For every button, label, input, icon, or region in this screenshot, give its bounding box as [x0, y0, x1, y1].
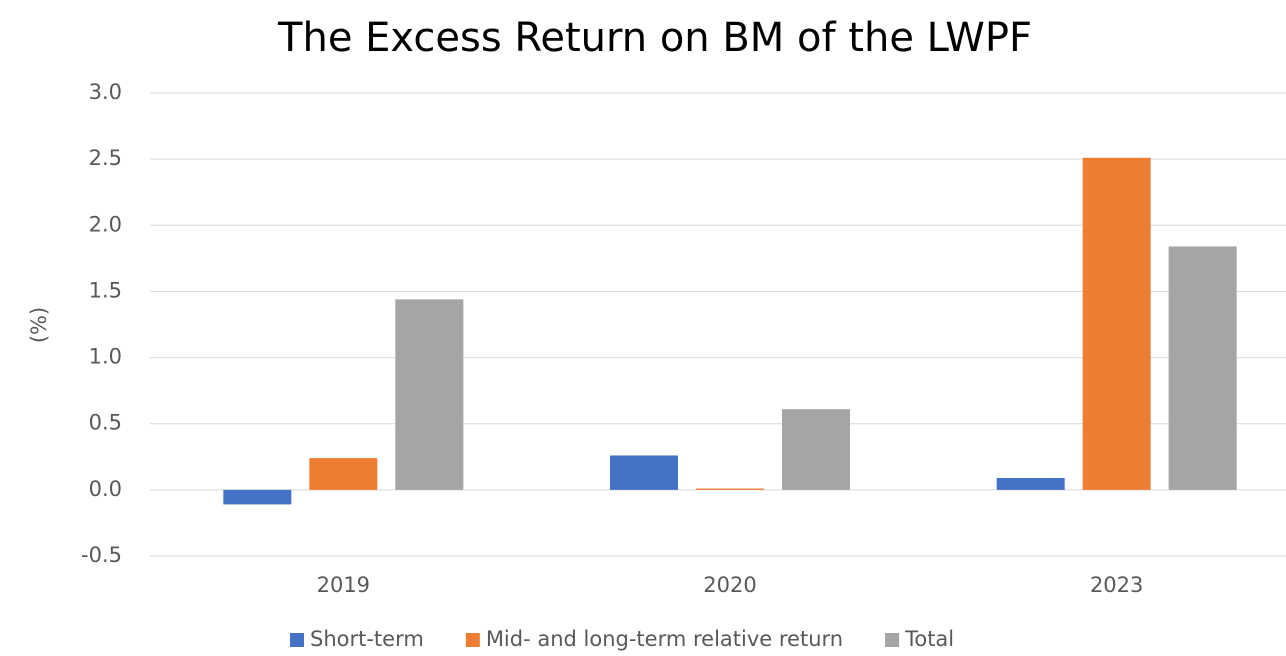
legend-swatch — [290, 633, 304, 647]
legend-label: Short-term — [310, 627, 424, 651]
chart-title: The Excess Return on BM of the LWPF — [277, 15, 1032, 61]
bar — [1082, 157, 1151, 490]
x-tick-label: 2023 — [1090, 573, 1143, 597]
bar — [395, 299, 464, 490]
bar — [309, 458, 378, 490]
y-tick-label: 0.5 — [89, 411, 122, 435]
legend-swatch — [885, 633, 900, 647]
legend-label: Mid- and long-term relative return — [486, 627, 843, 651]
y-tick-label: -0.5 — [81, 543, 122, 567]
bar — [610, 455, 678, 490]
bar — [782, 409, 850, 490]
bar — [996, 477, 1065, 490]
legend-label: Total — [904, 627, 954, 651]
y-tick-label: 1.5 — [89, 278, 122, 302]
y-axis-label: (%) — [27, 307, 51, 343]
y-tick-label: 1.0 — [89, 345, 122, 369]
bar — [696, 488, 764, 490]
y-tick-label: 0.0 — [89, 477, 122, 501]
y-tick-label: 3.0 — [89, 80, 122, 104]
y-tick-label: 2.5 — [89, 146, 122, 170]
legend-swatch — [465, 633, 480, 647]
x-tick-label: 2019 — [317, 573, 370, 597]
bar — [223, 489, 292, 505]
x-tick-label: 2020 — [703, 573, 756, 597]
y-tick-label: 2.0 — [89, 212, 122, 236]
bar — [1168, 246, 1237, 490]
